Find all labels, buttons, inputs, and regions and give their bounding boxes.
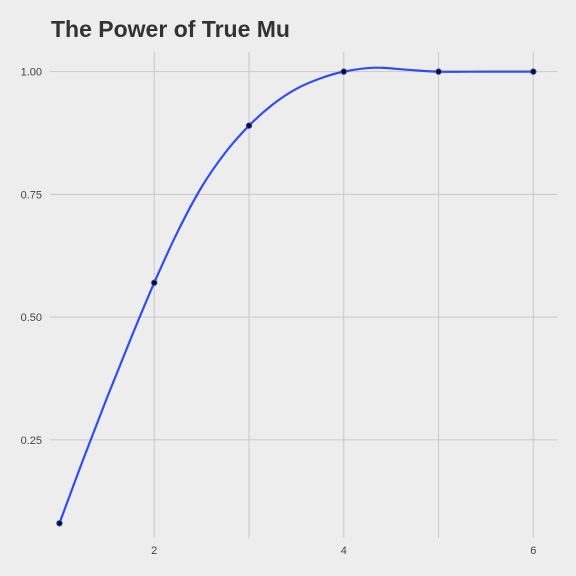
chart-title: The Power of True Mu [51,16,290,42]
data-point [435,68,442,75]
x-tick-label: 4 [341,545,347,557]
x-tick-label: 2 [151,545,157,557]
grid [50,52,557,538]
y-tick-label: 0.75 [21,189,42,201]
y-tick-label: 0.50 [21,312,42,324]
data-point [245,122,253,129]
data-point [56,520,63,527]
x-tick-label: 6 [530,545,536,557]
y-tick-label: 1.00 [21,67,42,79]
series-line [58,66,534,524]
data-point [151,279,158,286]
data-point [530,68,537,75]
series [58,66,534,524]
y-tick-label: 0.25 [21,435,42,447]
data-point [340,68,347,75]
axis-ticks: 0.25 0.50 0.75 1.00 2 4 6 [21,67,537,557]
data-points [56,68,537,527]
